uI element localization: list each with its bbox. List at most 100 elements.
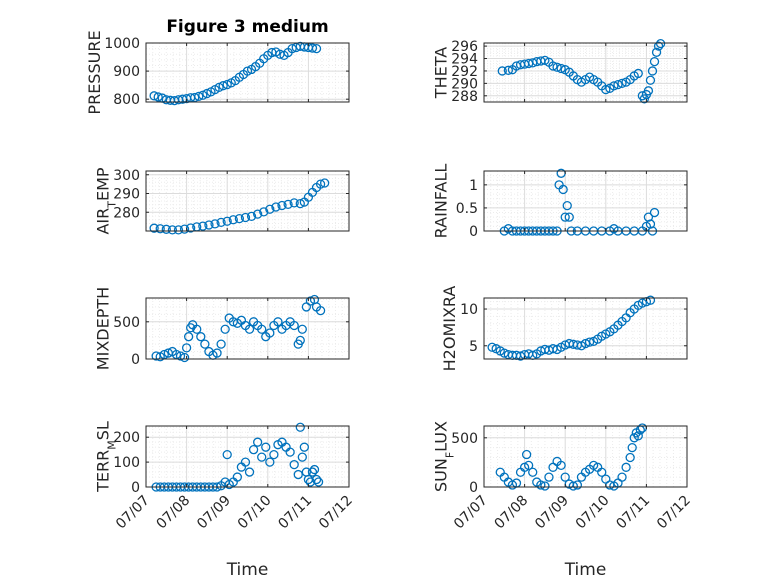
data-point bbox=[289, 198, 299, 208]
axes-frame bbox=[483, 42, 688, 103]
data-point bbox=[651, 47, 662, 57]
axes-frame bbox=[145, 425, 350, 488]
data-point bbox=[265, 328, 275, 338]
data-point bbox=[653, 41, 664, 51]
subplot-7: 0 100 200 07/07 07/08 07/09 07/10 07/11 07/12 TER… bbox=[94, 421, 356, 580]
data-point bbox=[175, 351, 186, 361]
y-tick-label: 0.5 bbox=[456, 201, 478, 217]
data-point bbox=[556, 63, 566, 74]
y-tick-label: 1 bbox=[469, 178, 478, 194]
data-point bbox=[155, 224, 165, 234]
x-tick-label: 07/11 bbox=[613, 493, 653, 533]
data-point bbox=[246, 211, 257, 222]
data-point bbox=[319, 178, 330, 188]
data-point bbox=[240, 457, 251, 467]
y-tick-label: 900 bbox=[113, 64, 140, 80]
subplot-8: 0 500 07/07 07/08 07/09 07/10 07/11 07/12 SUNFLU… bbox=[432, 421, 694, 580]
data-point bbox=[601, 84, 611, 95]
x-axis-label: Time bbox=[226, 560, 269, 580]
data-point bbox=[214, 82, 224, 93]
y-axis-label: H2OMIXRA bbox=[440, 286, 459, 372]
y-tick-label: 290 bbox=[451, 76, 478, 92]
y-tick-label: 500 bbox=[113, 315, 140, 331]
data-point bbox=[173, 225, 184, 235]
data-point bbox=[287, 43, 297, 54]
data-point bbox=[212, 348, 222, 358]
data-point bbox=[200, 339, 210, 349]
data-point bbox=[497, 66, 507, 76]
data-point bbox=[311, 43, 322, 54]
data-point bbox=[613, 79, 623, 90]
y-tick-label: 292 bbox=[451, 64, 478, 80]
y-axis-label: TERRMSL bbox=[94, 421, 119, 493]
data-point bbox=[499, 348, 509, 358]
x-axis-label: Time bbox=[564, 560, 607, 580]
data-point bbox=[528, 467, 538, 477]
data-point bbox=[637, 298, 647, 308]
data-point bbox=[521, 449, 532, 460]
data-point bbox=[649, 207, 660, 218]
y-tick-label: 290 bbox=[113, 187, 140, 203]
data-point bbox=[198, 221, 208, 231]
data-point bbox=[289, 459, 299, 470]
y-tick-label: 500 bbox=[451, 431, 478, 447]
y-tick-label: 100 bbox=[113, 455, 140, 471]
data-point bbox=[645, 75, 656, 85]
data-point bbox=[242, 66, 253, 76]
y-tick-label: 0 bbox=[131, 352, 140, 368]
data-point bbox=[299, 442, 309, 452]
data-point bbox=[244, 467, 255, 477]
data-point bbox=[167, 225, 178, 235]
x-tick-label: 07/10 bbox=[235, 493, 275, 533]
data-point bbox=[617, 472, 627, 482]
data-point bbox=[179, 352, 190, 363]
data-point bbox=[216, 217, 226, 228]
axes-frame bbox=[145, 42, 350, 103]
data-point bbox=[295, 198, 305, 209]
y-tick-label: 280 bbox=[113, 205, 140, 221]
axes-frame bbox=[483, 297, 688, 360]
data-point bbox=[257, 324, 267, 334]
data-point bbox=[558, 184, 568, 195]
y-axis-label: PRESSURE bbox=[85, 30, 104, 114]
x-tick-label: 07/09 bbox=[532, 493, 572, 533]
data-point bbox=[283, 199, 293, 210]
data-point bbox=[183, 332, 194, 342]
data-point bbox=[560, 472, 570, 482]
data-point bbox=[503, 65, 514, 75]
y-axis-label: SUNFLUX bbox=[432, 421, 457, 492]
data-point bbox=[240, 212, 251, 223]
data-point bbox=[633, 431, 643, 441]
data-point bbox=[153, 92, 163, 102]
data-point bbox=[307, 467, 318, 477]
y-tick-label: 288 bbox=[451, 89, 478, 105]
data-point bbox=[315, 305, 326, 316]
data-point bbox=[202, 88, 212, 99]
data-point bbox=[204, 220, 214, 230]
chart-title: Figure 3 medium bbox=[166, 17, 328, 37]
data-point bbox=[580, 338, 591, 349]
data-point bbox=[289, 320, 299, 331]
y-tick-label: 200 bbox=[113, 430, 140, 446]
data-point bbox=[244, 324, 255, 334]
data-point bbox=[216, 339, 226, 349]
data-point bbox=[609, 81, 619, 91]
data-point bbox=[315, 179, 326, 189]
data-point bbox=[252, 437, 263, 447]
data-point bbox=[161, 224, 171, 234]
y-tick-label: 0 bbox=[131, 480, 140, 496]
y-tick-label: 0 bbox=[469, 480, 478, 496]
y-tick-label: 294 bbox=[451, 52, 478, 68]
data-point bbox=[572, 480, 583, 490]
data-point bbox=[540, 481, 550, 491]
data-point bbox=[639, 94, 650, 104]
data-point bbox=[617, 78, 627, 89]
data-point bbox=[181, 343, 192, 353]
data-point bbox=[271, 202, 281, 212]
x-tick-label: 07/08 bbox=[492, 493, 532, 533]
data-point bbox=[198, 90, 208, 100]
data-point bbox=[487, 342, 497, 352]
